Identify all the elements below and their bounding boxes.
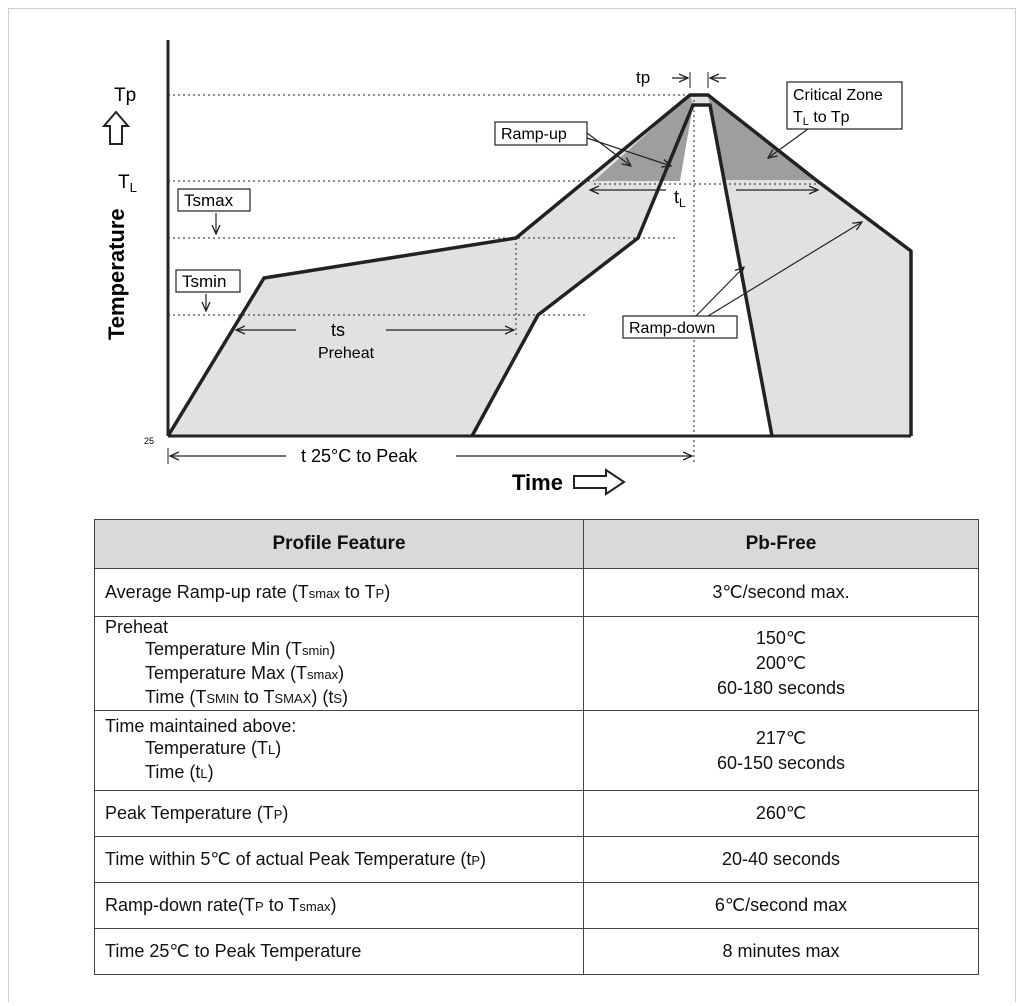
- pb-free-value: 60-150 seconds: [716, 752, 846, 773]
- table-row: Average Ramp-up rate (Tsmax to TP) 3℃/sec…: [94, 568, 979, 617]
- table-row: Peak Temperature (TP) 260℃: [94, 790, 979, 837]
- pb-free-value: 6℃/second max: [714, 895, 848, 915]
- subscript: P: [273, 807, 283, 822]
- feature-cell: Time within 5℃ of actual Peak Temperatur…: [94, 836, 584, 883]
- table-body: Average Ramp-up rate (Tsmax to TP) 3℃/sec…: [94, 568, 979, 975]
- subscript: P: [375, 586, 385, 601]
- tl-axis-label: TL: [118, 172, 137, 195]
- feature-cell: Time 25℃ to Peak Temperature: [94, 928, 584, 975]
- table-row: Ramp-down rate(TP to Tsmax) 6℃/second max: [94, 882, 979, 929]
- feature-sub-item: Temperature Min (Tsmin): [145, 639, 336, 659]
- profile-outer-line: [166, 93, 913, 437]
- table-row: Time maintained above: Temperature (TL) Ti…: [94, 710, 979, 791]
- subscript: L: [268, 742, 276, 757]
- profile-inner-line: [470, 103, 774, 437]
- right-arrow-icon: [573, 468, 626, 496]
- ramp-up-arrow-2: [586, 137, 671, 166]
- feature-sub-item: Temperature Max (Tsmax): [145, 663, 345, 683]
- ramp-down-box: [622, 315, 738, 339]
- pb-free-value: 260℃: [755, 803, 807, 823]
- feature-cell: Ramp-down rate(TP to Tsmax): [94, 882, 584, 929]
- ramp-down-box-label: Ramp-down: [629, 320, 715, 337]
- pb-free-value: 20-40 seconds: [721, 849, 841, 869]
- reflow-profile-table: Profile Feature Pb-Free Average Ramp-up …: [94, 519, 979, 975]
- pb-free-value: 200℃: [755, 653, 807, 673]
- subscript: SMAX: [274, 691, 312, 706]
- ramp-up-arrow-1: [586, 132, 631, 166]
- tsmin-box: [175, 269, 241, 293]
- t25-label: t 25°C to Peak: [301, 446, 418, 466]
- feature-title: Preheat: [105, 617, 169, 637]
- header-profile-feature: Profile Feature: [94, 519, 584, 569]
- tsmax-box: [177, 188, 251, 212]
- tp-axis-label: Tp: [114, 85, 136, 106]
- pb-free-value-cell: 217℃ 60-150 seconds: [583, 710, 979, 791]
- page-frame: [8, 8, 1016, 1002]
- feature-sub-item: Time (tL): [145, 762, 214, 782]
- pb-free-value-cell: 6℃/second max: [583, 882, 979, 929]
- pb-free-value-cell: 20-40 seconds: [583, 836, 979, 883]
- x-axis-title: Time: [512, 470, 563, 495]
- subscript: smax: [307, 667, 339, 682]
- subscript: S: [333, 691, 343, 706]
- pb-free-value: 217℃: [755, 727, 807, 748]
- up-arrow-icon: [101, 110, 131, 145]
- ramp-down-arrow-1: [695, 267, 744, 317]
- feature-sub-item: Temperature (TL): [145, 738, 282, 758]
- critical-zone-box: [786, 81, 903, 130]
- subscript: P: [255, 899, 264, 914]
- pb-free-value-cell: 260℃: [583, 790, 979, 837]
- y-25-label: 25: [144, 436, 154, 446]
- header-pb-free: Pb-Free: [583, 519, 979, 569]
- pb-free-value: 60-180 seconds: [716, 678, 846, 698]
- critical-zone-label-1: Critical Zone: [793, 87, 883, 104]
- tsmin-box-label: Tsmin: [182, 272, 226, 291]
- pb-free-value: 3℃/second max.: [712, 582, 850, 602]
- subscript: L: [200, 766, 208, 781]
- y-axis-title: Temperature: [104, 208, 129, 340]
- feature-cell: Peak Temperature (TP): [94, 790, 584, 837]
- reflow-profile-svg: tp Tp TL 25 Tsmax Tsmin ts Preheat Ramp-…: [101, 40, 913, 496]
- pb-free-value-cell: 3℃/second max.: [583, 568, 979, 617]
- feature-cell: Time maintained above: Temperature (TL) Ti…: [94, 710, 584, 791]
- feature-cell: Average Ramp-up rate (Tsmax to TP): [94, 568, 584, 617]
- reflow-profile-diagram: tp Tp TL 25 Tsmax Tsmin ts Preheat Ramp-…: [96, 38, 916, 498]
- table-header-row: Profile Feature Pb-Free: [94, 519, 979, 569]
- profile-area-inner-white: [472, 105, 772, 436]
- ramp-up-box-label: Ramp-up: [501, 126, 567, 143]
- subscript: smax: [299, 899, 331, 914]
- pb-free-value: 8 minutes max: [722, 941, 840, 961]
- pb-free-value-cell: 150℃ 200℃ 60-180 seconds: [583, 616, 979, 711]
- feature-sub-item: Time (TSMIN to TSMAX) (tS): [145, 687, 349, 707]
- feature-cell: Preheat Temperature Min (Tsmin) Temperatur…: [94, 616, 584, 711]
- ramp-down-arrow-2: [707, 222, 862, 317]
- feature-title: Time maintained above:: [105, 716, 297, 736]
- table-row: Time within 5℃ of actual Peak Temperatur…: [94, 836, 979, 883]
- preheat-label: Preheat: [318, 345, 375, 362]
- tl-span-label: tL: [674, 187, 686, 210]
- table-row: Time 25℃ to Peak Temperature 8 minutes ma…: [94, 928, 979, 975]
- critical-zone-arrow: [768, 128, 809, 158]
- table-row: Preheat Temperature Min (Tsmin) Temperatur…: [94, 616, 979, 711]
- ts-label: ts: [331, 320, 345, 340]
- critical-zone-label-2: TL to Tp: [793, 109, 850, 128]
- subscript: P: [471, 853, 481, 868]
- subscript: smin: [302, 643, 330, 658]
- subscript: smax: [308, 586, 340, 601]
- subscript: SMIN: [206, 691, 239, 706]
- pb-free-value: 150℃: [755, 628, 807, 648]
- tsmax-box-label: Tsmax: [184, 191, 234, 210]
- pb-free-value-cell: 8 minutes max: [583, 928, 979, 975]
- tp-top-label: tp: [636, 68, 650, 87]
